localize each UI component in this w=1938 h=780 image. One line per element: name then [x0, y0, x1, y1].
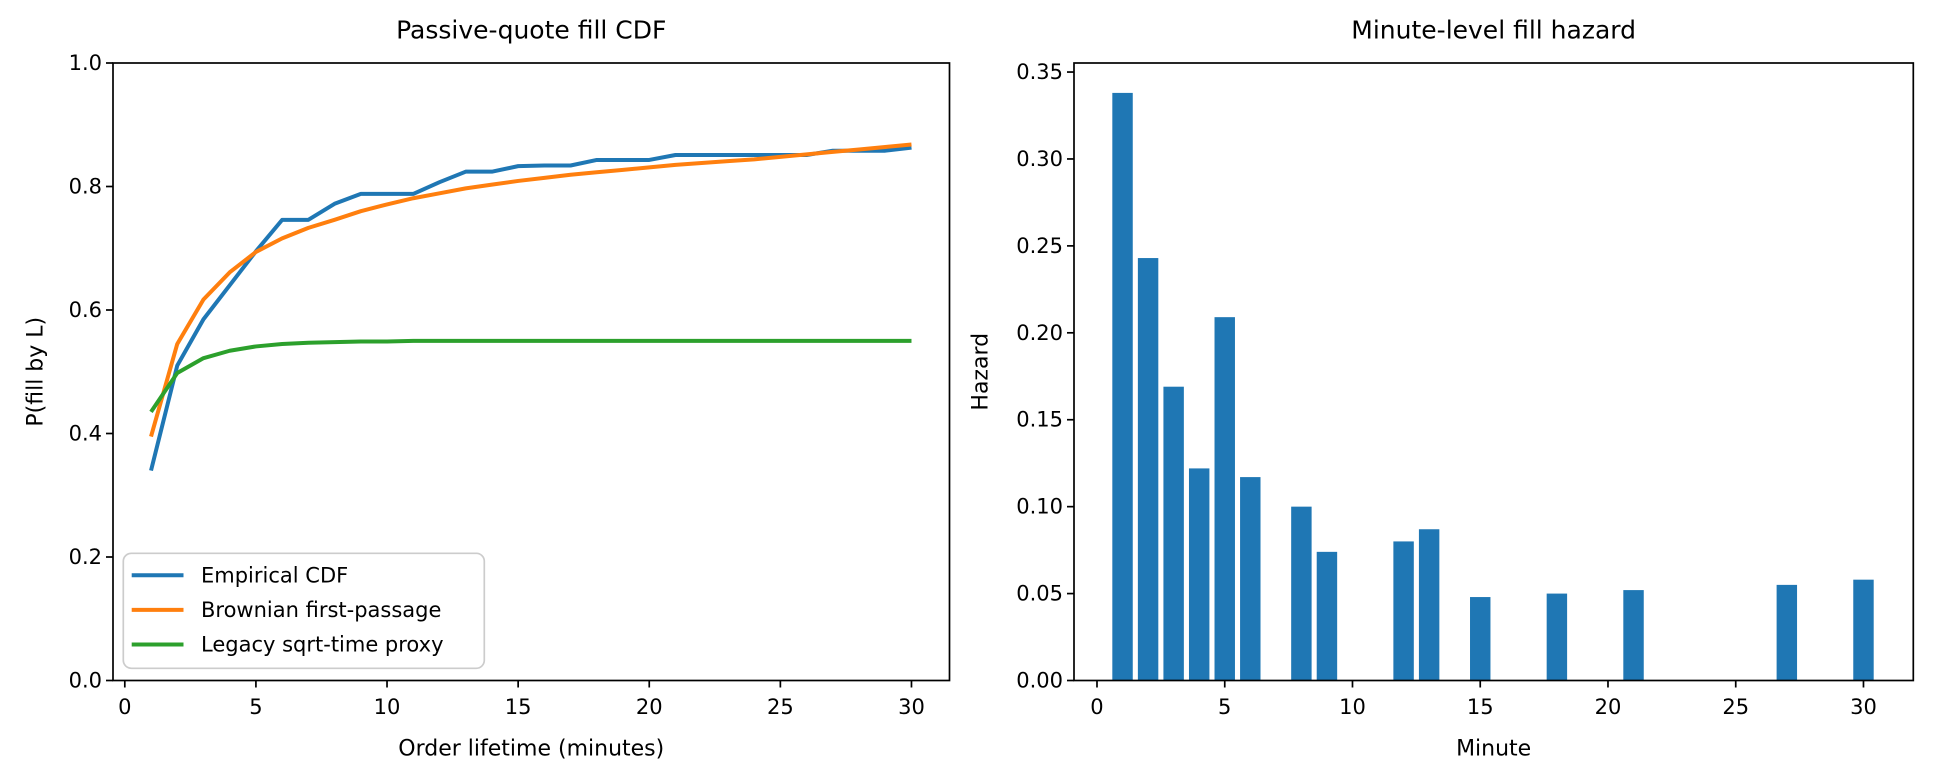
hazard-bar	[1470, 597, 1491, 681]
y-tick-label: 0.0	[69, 669, 102, 693]
y-tick-label: 0.15	[1016, 408, 1063, 432]
hazard-bar	[1853, 579, 1874, 681]
legend: Empirical CDF Brownian first-passage Legac…	[122, 552, 486, 670]
hazard-bar	[1546, 593, 1568, 681]
hazard-bar	[1316, 551, 1338, 681]
y-tick-label: 0.05	[1016, 582, 1063, 606]
legend-item-label: Empirical CDF	[201, 563, 348, 587]
x-tick-label: 30	[1850, 695, 1877, 719]
hazard-chart: 0 5 10 15 20 25 30 0.00 0.05 0.10 0.15 0.20 0.25 0.30…	[969, 16, 1915, 762]
x-tick-label: 15	[1467, 695, 1494, 719]
legacy-sqrt-time-proxy-line	[149, 338, 912, 414]
legend-item-label: Brownian first-passage	[201, 598, 441, 622]
hazard-bar	[1418, 529, 1440, 681]
hazard-bar	[1163, 386, 1184, 681]
x-tick-label: 10	[1339, 695, 1366, 719]
legend-item: Legacy sqrt-time proxy	[131, 633, 444, 657]
chart-title: Passive-quote fill CDF	[396, 16, 666, 45]
y-tick-label: 0.2	[69, 545, 102, 569]
x-tick-label: 0	[118, 695, 131, 719]
y-tick-label: 0.8	[69, 175, 102, 199]
axes-box	[112, 62, 951, 682]
x-tick-label: 30	[898, 695, 925, 719]
x-tick-label: 5	[249, 695, 262, 719]
hazard-bar	[1214, 317, 1235, 681]
y-axis-label: Hazard	[969, 333, 994, 411]
y-tick-label: 0.20	[1016, 321, 1063, 345]
hazard-bar	[1188, 468, 1210, 681]
chart-title: Minute-level fill hazard	[1351, 16, 1636, 45]
hazard-bar	[1112, 92, 1133, 681]
y-axis-label: P(fill by L)	[24, 317, 49, 427]
x-axis-label: Minute	[1456, 737, 1531, 762]
hazard-bar	[1291, 506, 1312, 681]
hazard-bar	[1623, 590, 1644, 681]
y-tick-label: 0.25	[1016, 234, 1063, 258]
x-tick-label: 0	[1090, 695, 1103, 719]
y-tick-label: 1.0	[69, 51, 102, 75]
hazard-bar	[1393, 541, 1414, 681]
x-tick-label: 20	[1595, 695, 1622, 719]
x-tick-label: 10	[374, 695, 401, 719]
legend-item: Brownian first-passage	[131, 598, 441, 622]
empirical-cdf-line	[149, 145, 912, 472]
x-tick-label: 25	[1722, 695, 1749, 719]
x-tick-label: 5	[1218, 695, 1231, 719]
hazard-bar	[1240, 477, 1261, 681]
legend-item: Empirical CDF	[131, 563, 348, 587]
y-tick-label: 0.00	[1016, 669, 1063, 693]
x-axis-label: Order lifetime (minutes)	[398, 737, 664, 762]
hazard-bar	[1776, 584, 1798, 681]
hazard-bar	[1137, 258, 1159, 681]
legend-item-label: Legacy sqrt-time proxy	[201, 633, 444, 657]
cdf-chart: 0 5 10 15 20 25 30 0.0 0.2 0.4 0.6 0.8 1.0 Passive-qu…	[24, 16, 951, 762]
x-tick-label: 25	[767, 695, 794, 719]
legend-box	[122, 552, 486, 670]
y-tick-label: 0.10	[1016, 495, 1063, 519]
y-tick-label: 0.30	[1016, 147, 1063, 171]
y-tick-label: 0.6	[69, 298, 102, 322]
y-tick-label: 0.4	[69, 422, 102, 446]
axes-box	[1073, 62, 1915, 682]
brownian-first-passage-line	[149, 142, 912, 438]
x-tick-label: 15	[505, 695, 532, 719]
x-tick-label: 20	[636, 695, 663, 719]
y-tick-label: 0.35	[1016, 60, 1063, 84]
